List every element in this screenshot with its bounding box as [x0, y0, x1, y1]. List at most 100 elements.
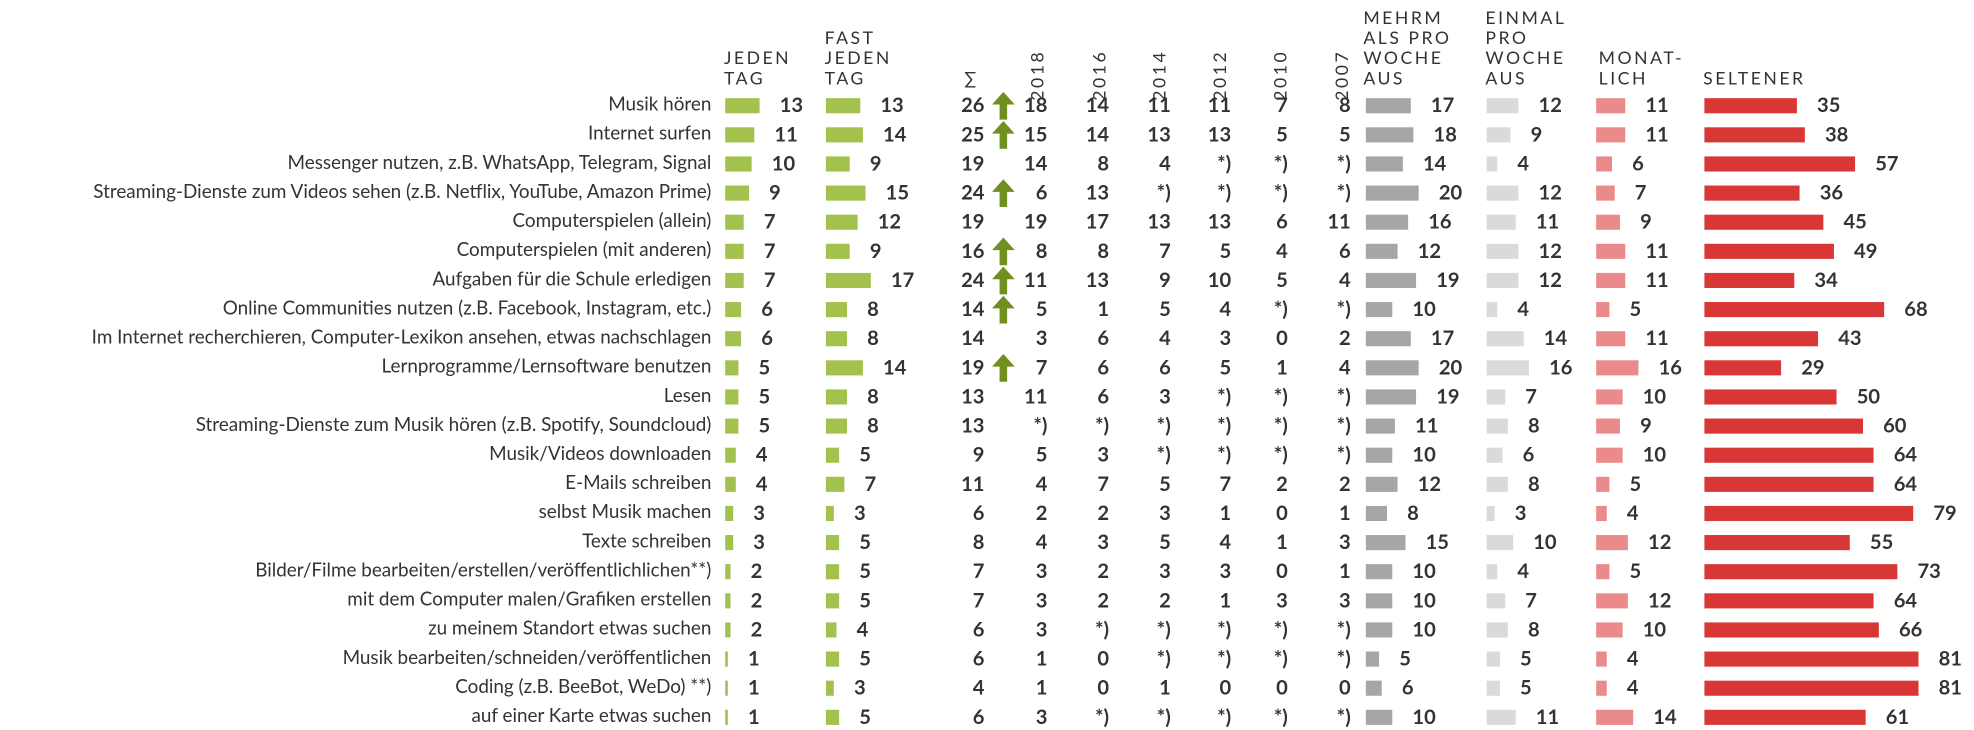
bar	[1704, 360, 1782, 376]
value: 8	[1036, 239, 1048, 263]
value: 5	[1219, 239, 1231, 263]
value: 5	[1630, 472, 1642, 496]
column-header: TAG	[825, 67, 866, 88]
row-label: auf einer Karte etwas suchen	[472, 704, 712, 727]
value: 5	[859, 705, 871, 729]
value: 81	[1939, 647, 1962, 671]
value: *)	[1274, 297, 1288, 321]
value: 5	[1276, 122, 1288, 146]
value: 2	[1097, 501, 1109, 525]
value: 2	[1339, 326, 1351, 350]
bar	[825, 243, 850, 259]
row-label: Messenger nutzen, z.B. WhatsApp, Telegra…	[288, 151, 712, 174]
bar	[1704, 127, 1805, 143]
value: *)	[1337, 443, 1351, 467]
value: 2	[1097, 559, 1109, 583]
bar	[1596, 272, 1626, 289]
value: 4	[1627, 647, 1639, 671]
value: 0	[1097, 647, 1109, 671]
bar	[1596, 447, 1623, 463]
bar	[825, 302, 848, 318]
value: 6	[1097, 326, 1109, 350]
value: 17	[1431, 93, 1454, 117]
row-label: mit dem Computer malen/Grafiken erstelle…	[347, 588, 711, 611]
value: 8	[1407, 501, 1419, 525]
up-arrow	[992, 237, 1015, 266]
bar	[825, 185, 866, 201]
value: *)	[1274, 384, 1288, 408]
value: 4	[1159, 151, 1171, 175]
value: 19	[961, 210, 984, 234]
value: *)	[1217, 705, 1231, 729]
bar	[1486, 156, 1498, 172]
value: 0	[1097, 676, 1109, 700]
value: 14	[1423, 151, 1447, 175]
value: 13	[961, 384, 984, 408]
value: 6	[1523, 443, 1535, 467]
value: 4	[1517, 559, 1529, 583]
value: 10	[1412, 617, 1436, 641]
bar	[1365, 389, 1417, 405]
bar	[1596, 476, 1610, 492]
bar	[1596, 389, 1623, 405]
value: 9	[1640, 414, 1652, 438]
row-label: Bilder/Filme bearbeiten/erstellen/veröff…	[255, 558, 711, 581]
bar	[1486, 709, 1516, 725]
value: 19	[1436, 384, 1459, 408]
bar	[725, 272, 744, 289]
bar	[1486, 127, 1511, 143]
bar	[1365, 98, 1411, 114]
bar	[1596, 156, 1613, 172]
up-arrow	[992, 121, 1015, 149]
bar	[1596, 98, 1626, 114]
value: 4	[1339, 268, 1351, 292]
value: 24	[961, 181, 985, 205]
value: 64	[1894, 588, 1918, 612]
bar	[725, 331, 742, 347]
value: 50	[1857, 384, 1881, 408]
value: 13	[780, 93, 803, 117]
bar	[1486, 243, 1519, 259]
value: 6	[761, 326, 773, 350]
bar	[1596, 593, 1628, 609]
value: 64	[1894, 472, 1918, 496]
bar	[725, 709, 728, 725]
value: 8	[1339, 93, 1351, 117]
bar	[1486, 680, 1500, 696]
value: 8	[1528, 472, 1540, 496]
value: 11	[1147, 93, 1170, 117]
value: 5	[1276, 268, 1288, 292]
value: 6	[973, 501, 985, 525]
value: 17	[891, 268, 914, 292]
value: 12	[1648, 530, 1671, 554]
bar	[725, 389, 739, 405]
bar	[1486, 447, 1503, 463]
value: 3	[854, 501, 866, 525]
column-header: AUS	[1485, 67, 1527, 88]
value: 13	[1147, 210, 1170, 234]
column-header: TAG	[724, 67, 765, 88]
value: *)	[1337, 705, 1351, 729]
value: 3	[1276, 588, 1288, 612]
value: 3	[1339, 530, 1351, 554]
value: 16	[961, 239, 985, 263]
value: *)	[1274, 181, 1288, 205]
bar	[1704, 331, 1819, 347]
value: 4	[756, 472, 768, 496]
up-arrow	[992, 179, 1015, 207]
bar	[725, 156, 752, 172]
value: 7	[973, 559, 985, 583]
bar	[825, 389, 848, 405]
value: 14	[1086, 93, 1110, 117]
value: 4	[756, 443, 768, 467]
bar	[725, 476, 736, 492]
value: 11	[774, 122, 797, 146]
bar	[1365, 564, 1393, 580]
value: 10	[1412, 705, 1436, 729]
value: 5	[1159, 297, 1171, 321]
value: 8	[973, 530, 985, 554]
value: 9	[870, 239, 882, 263]
row-label: Texte schreiben	[582, 529, 711, 552]
value: 11	[1536, 210, 1559, 234]
